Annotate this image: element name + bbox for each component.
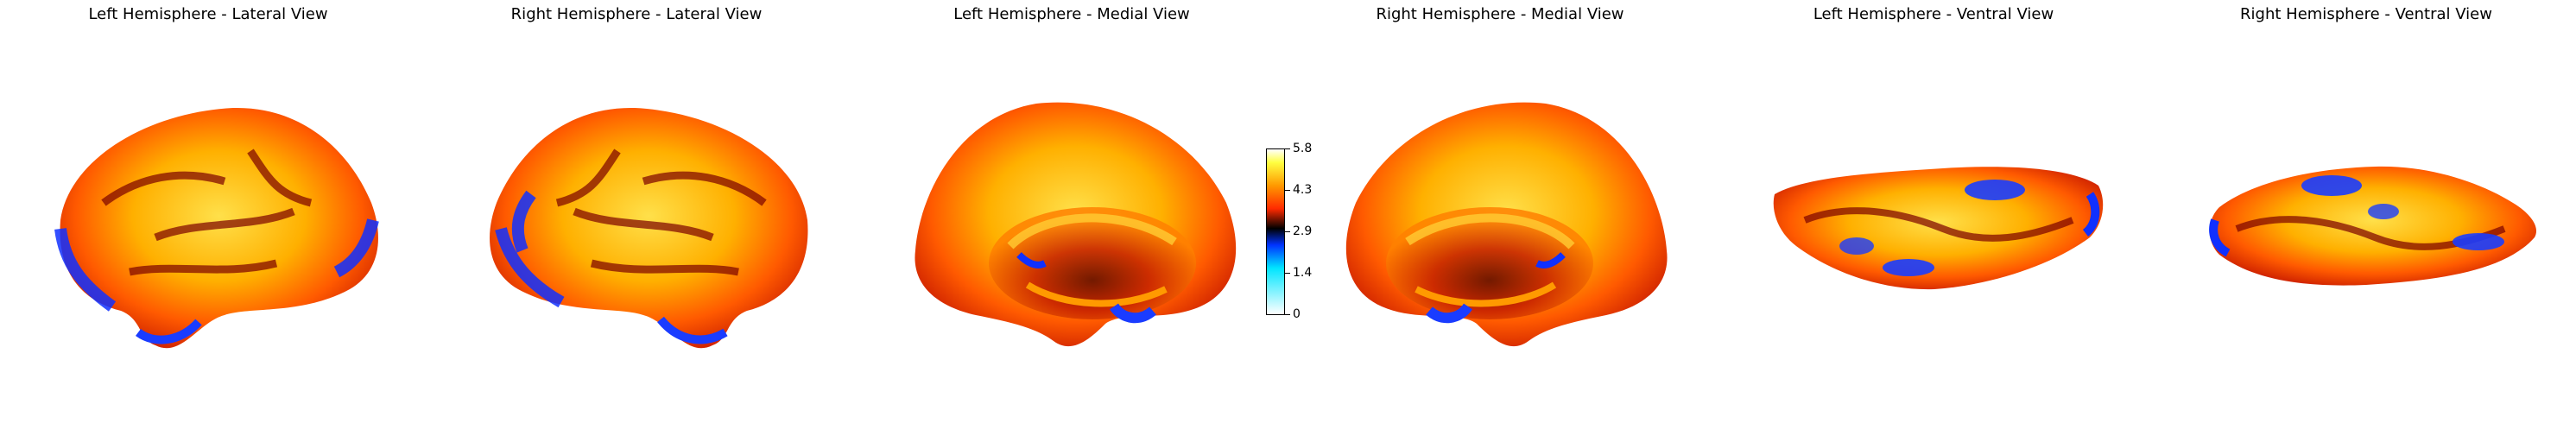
brain-right-lateral: [490, 107, 808, 349]
colorbar-tick-label: 2.9: [1293, 224, 1313, 238]
panel-title-right-medial: Right Hemisphere - Medial View: [1376, 5, 1624, 23]
panel-title-left-medial: Left Hemisphere - Medial View: [953, 5, 1190, 23]
panel-title-left-lateral: Left Hemisphere - Lateral View: [88, 5, 328, 23]
brain-right-medial: [1345, 102, 1668, 347]
panel-title-left-ventral: Left Hemisphere - Ventral View: [1813, 5, 2054, 23]
colorbar: [1266, 148, 1285, 315]
panel-title-right-lateral: Right Hemisphere - Lateral View: [510, 5, 763, 23]
colorbar-tick-label: 0: [1293, 307, 1301, 321]
colorbar-tick-label: 5.8: [1293, 142, 1313, 155]
panel-title-right-ventral: Right Hemisphere - Ventral View: [2240, 5, 2492, 23]
brain-right-ventral: [2209, 166, 2537, 286]
brain-left-medial: [915, 102, 1237, 347]
brain-left-ventral: [1773, 167, 2104, 290]
brain-left-lateral: [54, 107, 379, 349]
colorbar-tick-label: 4.3: [1293, 183, 1313, 197]
colorbar-tick-label: 1.4: [1293, 266, 1313, 280]
